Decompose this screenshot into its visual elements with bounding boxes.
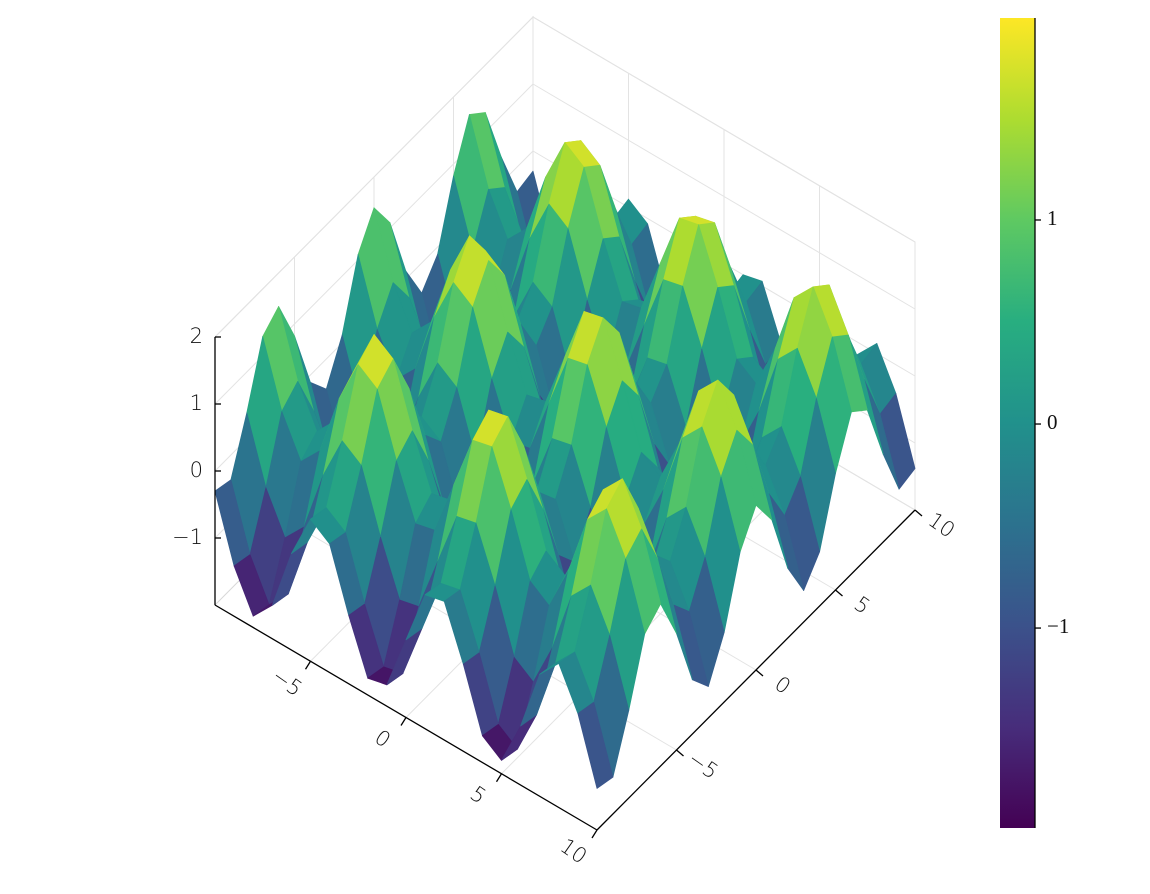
y-tick xyxy=(914,509,923,517)
x-tick xyxy=(304,660,312,670)
x-tick-label: 5 xyxy=(466,781,491,808)
y-tick xyxy=(755,669,764,677)
colorbar-tick-label: 0 xyxy=(1047,410,1058,434)
x-tick xyxy=(591,829,598,839)
x-tick xyxy=(400,717,407,726)
y-tick xyxy=(835,589,843,597)
z-tick-label: 1 xyxy=(190,391,203,415)
grid-line xyxy=(532,16,916,243)
colorbar-tick-label: 1 xyxy=(1047,206,1058,230)
x-tick-label: −5 xyxy=(268,664,307,701)
colorbar xyxy=(1000,18,1035,828)
z-tick-label: 0 xyxy=(190,458,203,482)
x-tick-label: 0 xyxy=(370,725,395,752)
y-tick-label: 5 xyxy=(850,592,875,619)
x-tick-label: 10 xyxy=(556,834,592,869)
z-tick-label: −1 xyxy=(172,525,203,549)
colorbar-tick-label: −1 xyxy=(1047,614,1069,638)
grid-line xyxy=(532,83,916,310)
y-tick-label: −5 xyxy=(684,746,723,783)
y-tick-label: 10 xyxy=(924,508,960,543)
y-tick xyxy=(676,749,684,757)
surface-patch xyxy=(577,701,614,789)
x-tick xyxy=(495,773,503,783)
z-tick-label: 2 xyxy=(190,324,203,348)
y-tick-label: 0 xyxy=(770,672,795,699)
grid-line xyxy=(214,16,534,338)
